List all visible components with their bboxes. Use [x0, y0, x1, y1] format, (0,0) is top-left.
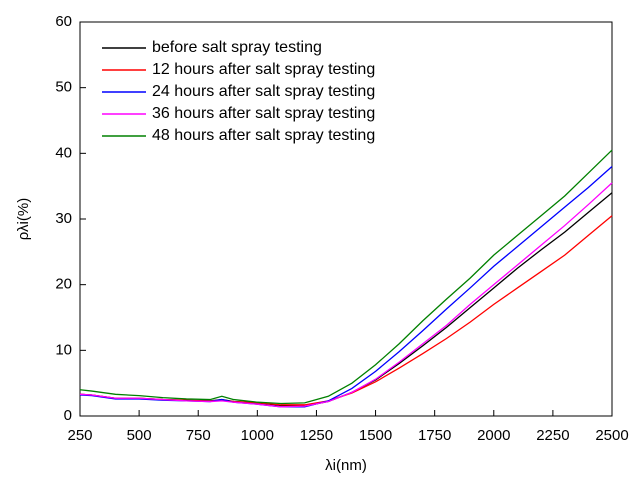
x-tick-label: 2250	[536, 427, 569, 444]
legend-label: 12 hours after salt spray testing	[152, 61, 375, 78]
legend-label: 36 hours after salt spray testing	[152, 105, 375, 122]
x-tick-label: 750	[186, 427, 211, 444]
x-axis-label: λi(nm)	[325, 457, 367, 474]
series-line	[79, 149, 613, 405]
legend-label: 48 hours after salt spray testing	[152, 127, 375, 144]
series-line	[79, 165, 613, 408]
x-tick-label: 500	[127, 427, 152, 444]
y-tick-label: 60	[55, 13, 72, 30]
x-tick-label: 2000	[477, 427, 510, 444]
y-tick-label: 0	[64, 407, 72, 424]
y-tick-label: 30	[55, 210, 72, 227]
legend-label: before salt spray testing	[152, 39, 322, 56]
x-tick-label: 2500	[595, 427, 628, 444]
x-tick-label: 250	[67, 427, 92, 444]
y-tick-label: 20	[55, 276, 72, 293]
x-tick-label: 1000	[241, 427, 274, 444]
x-tick-label: 1250	[300, 427, 333, 444]
series-line	[79, 215, 613, 406]
y-tick-label: 40	[55, 144, 72, 161]
series-line	[79, 192, 613, 407]
y-tick-label: 10	[55, 341, 72, 358]
legend-label: 24 hours after salt spray testing	[152, 83, 375, 100]
x-tick-label: 1500	[359, 427, 392, 444]
series-line	[79, 182, 613, 408]
x-tick-label: 1750	[418, 427, 451, 444]
plot-frame	[79, 21, 613, 417]
y-axis-label: ρλi(%)	[15, 198, 32, 240]
y-tick-label: 50	[55, 79, 72, 96]
